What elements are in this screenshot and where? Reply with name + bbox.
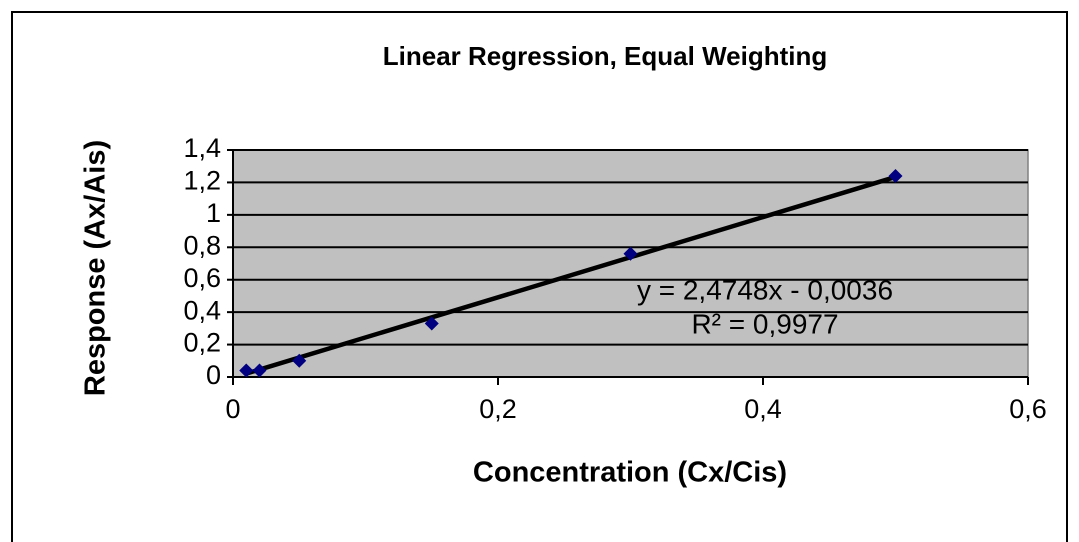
chart-title: Linear Regression, Equal Weighting [383, 41, 827, 71]
x-tick-label: 0,4 [744, 394, 782, 424]
trendline-equation: y = 2,4748x - 0,0036 [637, 274, 893, 305]
y-tick-label: 0,2 [183, 328, 221, 358]
data-point [292, 353, 307, 368]
y-tick-label: 0 [206, 360, 221, 390]
y-tick-label: 0,4 [183, 295, 221, 325]
data-point [252, 363, 267, 378]
chart-frame [11, 11, 1068, 542]
data-point [623, 246, 638, 261]
trendline [245, 174, 897, 376]
r-squared: R² = 0,9977 [691, 308, 838, 339]
y-tick-label: 0,6 [183, 263, 221, 293]
data-point [888, 168, 903, 183]
y-axis-title: Response (Ax/Ais) [80, 140, 112, 396]
x-tick-label: 0,2 [479, 394, 517, 424]
x-tick-label: 0 [225, 394, 240, 424]
x-tick-label: 0,6 [1009, 394, 1047, 424]
y-tick-label: 1 [206, 198, 221, 228]
y-tick-label: 1,4 [183, 133, 221, 163]
y-tick-label: 0,8 [183, 230, 221, 260]
x-axis-title: Concentration (Cx/Cis) [473, 457, 787, 489]
data-point [424, 316, 439, 331]
y-tick-label: 1,2 [183, 166, 221, 196]
data-point [239, 363, 254, 378]
